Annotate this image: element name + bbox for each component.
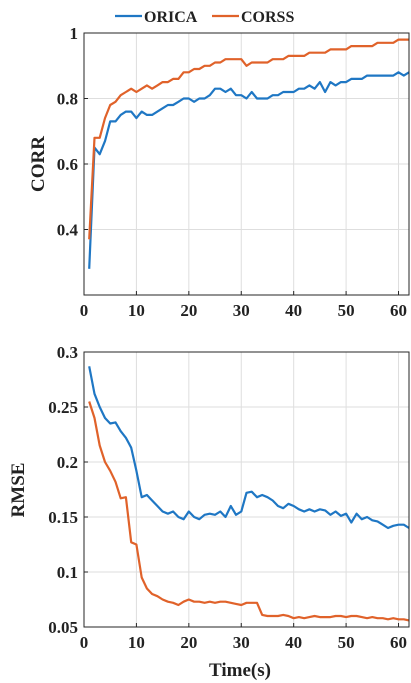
corr-grid <box>83 32 409 295</box>
rmse-grid <box>83 351 409 628</box>
corr-y-ticks: 0.4 0.6 0.8 1 <box>57 24 88 240</box>
rmse-y-tick-label: 0.15 <box>48 508 78 527</box>
corr-y-tick-label: 0.6 <box>57 155 78 174</box>
rmse-x-ticks: 0 10 20 30 40 50 60 <box>80 623 407 652</box>
rmse-x-tick-label: 40 <box>285 633 302 652</box>
corr-x-tick-label: 10 <box>128 301 145 320</box>
corr-series-line-corss <box>88 38 409 240</box>
corr-y-axis-label: CORR <box>28 136 49 192</box>
corr-chart: 0.4 0.6 0.8 1 0 10 20 30 40 50 60 CORR <box>28 24 410 320</box>
rmse-x-tick-label: 0 <box>80 633 89 652</box>
corr-x-tick-label: 60 <box>390 301 407 320</box>
legend-label-corss: CORSS <box>241 9 294 26</box>
rmse-x-tick-label: 10 <box>128 633 145 652</box>
rmse-y-tick-label: 0.05 <box>48 618 78 637</box>
corr-y-tick-label: 0.4 <box>57 221 79 240</box>
rmse-x-axis-label: Time(s) <box>209 660 271 681</box>
corr-y-tick-label: 0.8 <box>57 90 78 109</box>
corr-x-tick-label: 40 <box>285 301 302 320</box>
rmse-x-tick-label: 20 <box>180 633 197 652</box>
corr-lines <box>88 38 410 269</box>
legend-label-orica: ORICA <box>144 9 198 26</box>
corr-x-tick-label: 30 <box>233 301 250 320</box>
rmse-x-tick-label: 30 <box>233 633 250 652</box>
corr-series-line-orica <box>88 71 410 269</box>
rmse-plot-frame <box>83 351 410 628</box>
corr-x-ticks: 0 10 20 30 40 50 60 <box>80 291 407 320</box>
corr-x-tick-label: 0 <box>80 301 89 320</box>
corr-x-tick-label: 20 <box>180 301 197 320</box>
rmse-y-axis-label: RMSE <box>8 463 29 518</box>
legend: ORICA CORSS <box>115 9 294 26</box>
rmse-lines <box>88 366 410 622</box>
rmse-x-tick-label: 60 <box>390 633 407 652</box>
rmse-series-line-corss <box>88 401 410 622</box>
rmse-y-tick-label: 0.25 <box>48 398 78 417</box>
rmse-y-tick-label: 0.1 <box>57 563 78 582</box>
rmse-y-tick-label: 0.2 <box>57 453 78 472</box>
corr-y-tick-label: 1 <box>70 24 79 43</box>
rmse-y-tick-label: 0.3 <box>57 343 78 362</box>
rmse-series-line-orica <box>88 366 410 530</box>
rmse-x-tick-label: 50 <box>338 633 355 652</box>
rmse-chart: 0.05 0.1 0.15 0.2 0.25 0.3 0 10 20 30 40 50 60 RMSE… <box>8 343 410 681</box>
corr-x-tick-label: 50 <box>338 301 355 320</box>
rmse-y-ticks: 0.05 0.1 0.15 0.2 0.25 0.3 <box>48 343 88 637</box>
